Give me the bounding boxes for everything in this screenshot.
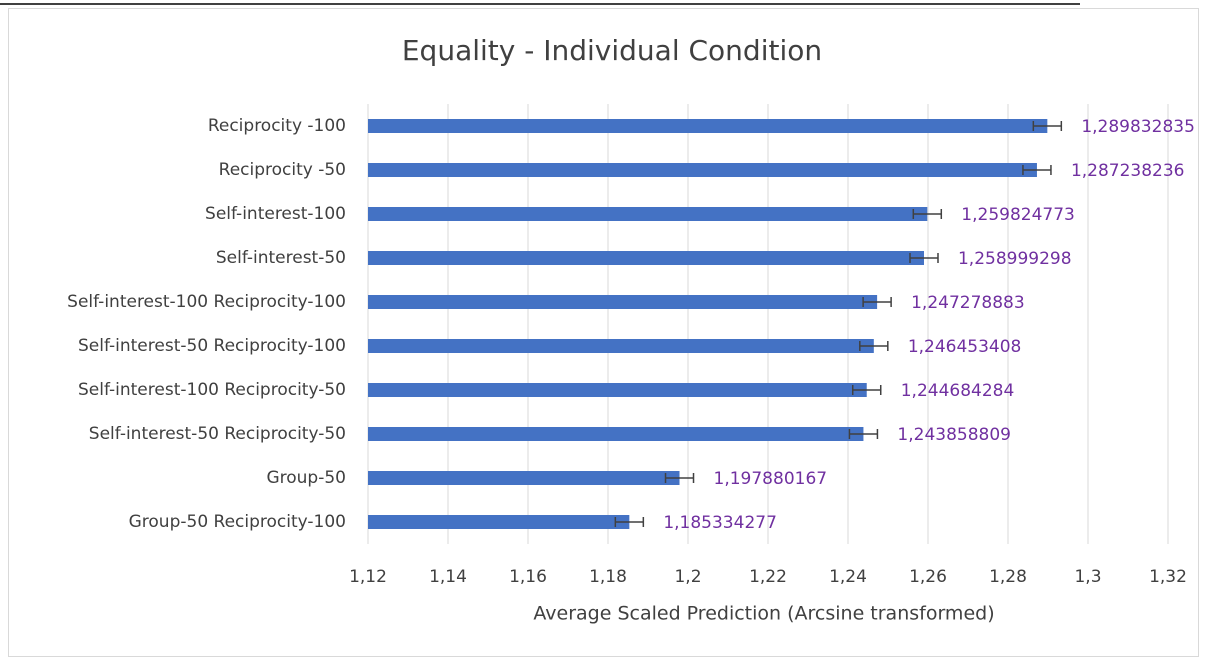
bar	[368, 383, 867, 397]
x-tick-label: 1,3	[1074, 567, 1101, 587]
chart-border	[8, 8, 1199, 657]
x-tick-label: 1,32	[1149, 567, 1187, 587]
x-axis-label: Average Scaled Prediction (Arcsine trans…	[533, 603, 994, 625]
value-label: 1,289832835	[1081, 117, 1195, 137]
bar	[368, 515, 630, 529]
y-tick-label: Self-interest-100	[205, 204, 346, 224]
value-label: 1,244684284	[901, 381, 1015, 401]
error-bar	[862, 297, 892, 307]
x-tick-label: 1,22	[749, 567, 787, 587]
x-tick-label: 1,16	[509, 567, 547, 587]
chart-title: Equality - Individual Condition	[402, 34, 822, 67]
value-label: 1,258999298	[958, 249, 1072, 269]
value-label: 1,185334277	[663, 513, 777, 533]
error-bar	[851, 385, 882, 395]
y-tick-label: Self-interest-100 Reciprocity-50	[78, 380, 346, 400]
bar	[368, 295, 878, 309]
value-label: 1,287238236	[1071, 161, 1185, 181]
value-label: 1,243858809	[897, 425, 1011, 445]
x-tick-label: 1,18	[589, 567, 627, 587]
error-bar	[859, 341, 889, 351]
bar	[368, 119, 1048, 133]
y-tick-label: Self-interest-50 Reciprocity-100	[78, 336, 346, 356]
bar	[368, 163, 1037, 177]
x-tick-label: 1,12	[349, 567, 387, 587]
value-label: 1,247278883	[911, 293, 1025, 313]
x-tick-label: 1,14	[429, 567, 467, 587]
error-bar	[909, 253, 939, 263]
y-tick-label: Reciprocity -50	[219, 160, 346, 180]
bar	[368, 471, 680, 485]
y-tick-label: Group-50	[266, 468, 346, 488]
x-tick-label: 1,26	[909, 567, 947, 587]
bar	[368, 339, 874, 353]
bar	[368, 207, 928, 221]
y-tick-label: Self-interest-100 Reciprocity-100	[67, 292, 346, 312]
error-bar	[1022, 165, 1052, 175]
value-label: 1,197880167	[714, 469, 828, 489]
x-tick-label: 1,28	[989, 567, 1027, 587]
error-bar	[614, 517, 645, 527]
bar	[368, 251, 924, 265]
error-bar	[1032, 121, 1063, 131]
value-label: 1,259824773	[961, 205, 1075, 225]
x-tick-label: 1,24	[829, 567, 867, 587]
value-label: 1,246453408	[908, 337, 1022, 357]
y-tick-label: Group-50 Reciprocity-100	[129, 512, 346, 532]
error-bar	[848, 429, 879, 439]
x-tick-label: 1,2	[674, 567, 701, 587]
y-tick-label: Self-interest-50 Reciprocity-50	[89, 424, 346, 444]
y-tick-label: Reciprocity -100	[208, 116, 346, 136]
error-bar	[664, 473, 695, 483]
y-tick-label: Self-interest-50	[216, 248, 346, 268]
error-bar	[912, 209, 943, 219]
bar	[368, 427, 864, 441]
